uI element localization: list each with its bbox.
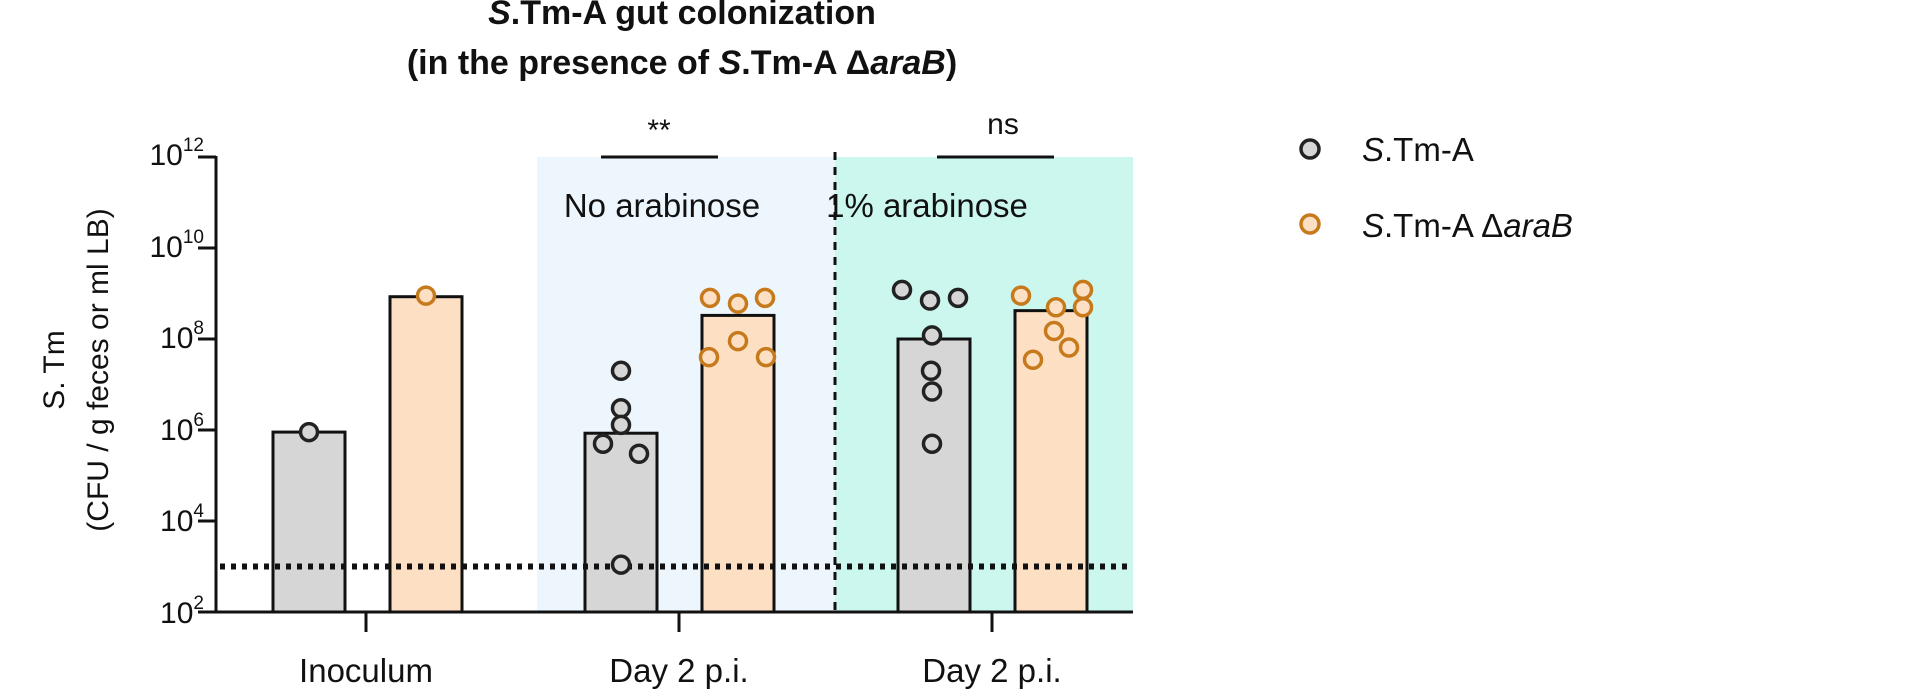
svg-text:102: 102 xyxy=(160,593,204,630)
condition-label-arabinose: 1% arabinose xyxy=(826,187,1028,224)
svg-text:1010: 1010 xyxy=(149,227,204,264)
data-point xyxy=(1022,349,1044,370)
y-tick-label: 1010 xyxy=(149,227,204,264)
y-axis-label-line-1: S. Tm xyxy=(38,330,71,409)
bar xyxy=(271,430,347,614)
bars xyxy=(271,295,1089,614)
y-tick-label: 1012 xyxy=(149,135,204,172)
data-point xyxy=(920,360,942,382)
data-point xyxy=(628,443,650,465)
data-point xyxy=(921,381,943,402)
chart-title-line-2: (in the presence of S.Tm-A ΔaraB) xyxy=(407,44,957,82)
data-point xyxy=(1072,296,1094,318)
legend-label-stm-a-arab: S.Tm-A ΔaraB xyxy=(1362,207,1573,244)
data-point xyxy=(919,290,941,311)
data-point xyxy=(610,398,632,419)
data-point xyxy=(610,360,632,382)
data-points xyxy=(298,279,1094,575)
data-point xyxy=(947,287,969,309)
condition-panel-no-arabinose xyxy=(537,157,835,612)
legend-label-stm-a: S.Tm-A xyxy=(1362,131,1474,168)
data-point xyxy=(1045,296,1067,318)
data-point xyxy=(415,285,437,306)
data-point xyxy=(891,279,913,301)
data-point xyxy=(610,554,632,575)
data-point xyxy=(1072,279,1094,301)
data-point xyxy=(921,325,943,346)
data-point xyxy=(698,346,720,368)
significance-label-2: ns xyxy=(987,108,1019,141)
y-tick-label: 102 xyxy=(160,593,204,630)
significance-label-1: ** xyxy=(647,114,671,147)
data-point xyxy=(921,433,943,454)
data-point xyxy=(699,287,721,309)
data-point xyxy=(1043,320,1065,342)
data-point xyxy=(610,414,632,436)
legend: S.Tm-A S.Tm-A ΔaraB xyxy=(1299,131,1573,244)
y-tick-label: 106 xyxy=(160,410,204,447)
condition-label-no-arabinose: No arabinose xyxy=(564,187,760,224)
svg-text:104: 104 xyxy=(160,501,204,538)
legend-marker-stm-a-arab xyxy=(1299,213,1321,235)
svg-text:1012: 1012 xyxy=(149,135,204,172)
y-tick-label: 108 xyxy=(160,318,204,355)
y-tick-label: 104 xyxy=(160,501,204,538)
data-point xyxy=(727,293,749,314)
data-point xyxy=(1058,337,1080,358)
data-point xyxy=(755,346,777,368)
data-point xyxy=(592,433,614,454)
svg-text:106: 106 xyxy=(160,410,204,447)
bar xyxy=(583,431,659,614)
bar xyxy=(388,295,464,614)
data-point xyxy=(754,287,776,309)
y-axis-ticks: 102 104 106 108 1010 1012 xyxy=(149,135,204,630)
chart-title-line-1: S.Tm-A gut colonization xyxy=(488,0,876,32)
x-category-label: Inoculum xyxy=(299,652,433,689)
axes xyxy=(198,155,1133,632)
data-point xyxy=(727,330,749,352)
y-axis-label-line-2: (CFU / g feces or ml LB) xyxy=(82,208,115,531)
legend-marker-stm-a xyxy=(1299,138,1321,160)
x-category-label: Day 2 p.i. xyxy=(609,652,748,689)
data-point xyxy=(1010,285,1032,306)
data-point xyxy=(298,421,320,443)
x-category-label: Day 2 p.i. xyxy=(922,652,1061,689)
svg-text:108: 108 xyxy=(160,318,204,355)
